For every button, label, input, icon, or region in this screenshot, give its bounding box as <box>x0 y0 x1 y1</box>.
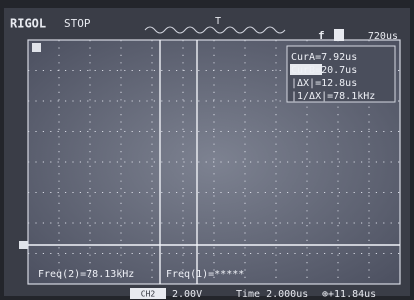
horizontal-offset: ⊕+11.84us <box>322 289 376 300</box>
trigger-position: T <box>215 16 221 27</box>
brand: RIGOL <box>10 17 46 31</box>
volts-per-div: 2.00V <box>172 289 202 300</box>
trigger-level-marker <box>32 43 41 52</box>
channel-label: CH2 <box>141 290 156 299</box>
run-status: STOP <box>64 17 91 30</box>
time-per-div: Time 2.000us <box>236 289 308 300</box>
freq1: Freq(1)=***** <box>166 269 244 280</box>
freq2: Freq(2)=78.13kHz <box>38 269 134 280</box>
trigger-source: f <box>318 29 325 42</box>
cursor-readout: CurB=20.7us <box>291 65 357 76</box>
channel-marker <box>19 241 28 249</box>
page: RIGOL STOP T f 720us CurA=7.92us CurB=20.… <box>0 0 414 300</box>
cursor-readout: |1/ΔX|=78.1kHz <box>291 91 375 102</box>
cursor-readout: CurA=7.92us <box>291 52 357 63</box>
timebase-readout: 720us <box>368 31 398 42</box>
channel-icon <box>334 29 344 41</box>
oscilloscope-photo: RIGOL STOP T f 720us CurA=7.92us CurB=20.… <box>0 0 414 300</box>
cursor-readout: |ΔX|=12.8us <box>291 78 357 89</box>
